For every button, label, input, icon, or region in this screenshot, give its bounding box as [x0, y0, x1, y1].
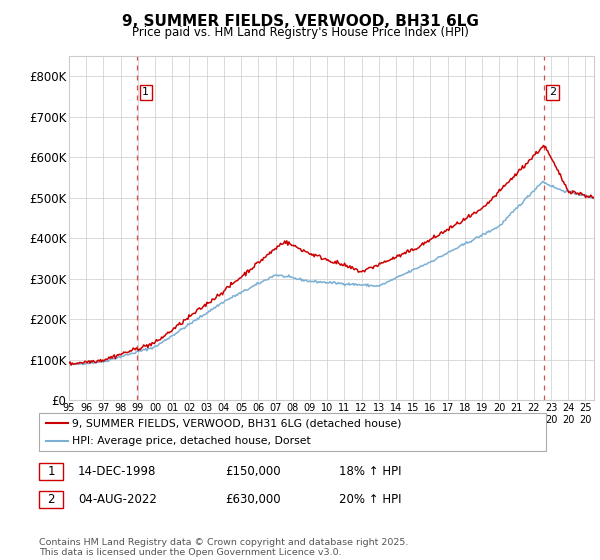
Text: 14-DEC-1998: 14-DEC-1998 [78, 465, 157, 478]
Text: 9, SUMMER FIELDS, VERWOOD, BH31 6LG: 9, SUMMER FIELDS, VERWOOD, BH31 6LG [122, 14, 478, 29]
Text: 2: 2 [549, 87, 556, 97]
Text: 9, SUMMER FIELDS, VERWOOD, BH31 6LG (detached house): 9, SUMMER FIELDS, VERWOOD, BH31 6LG (det… [72, 418, 401, 428]
Text: 2: 2 [47, 493, 55, 506]
Text: 1: 1 [47, 465, 55, 478]
Text: HPI: Average price, detached house, Dorset: HPI: Average price, detached house, Dors… [72, 436, 311, 446]
Text: Price paid vs. HM Land Registry's House Price Index (HPI): Price paid vs. HM Land Registry's House … [131, 26, 469, 39]
Text: 20% ↑ HPI: 20% ↑ HPI [339, 493, 401, 506]
Text: Contains HM Land Registry data © Crown copyright and database right 2025.
This d: Contains HM Land Registry data © Crown c… [39, 538, 409, 557]
Text: £630,000: £630,000 [225, 493, 281, 506]
Text: £150,000: £150,000 [225, 465, 281, 478]
Text: 1: 1 [142, 87, 149, 97]
Text: 04-AUG-2022: 04-AUG-2022 [78, 493, 157, 506]
Text: 18% ↑ HPI: 18% ↑ HPI [339, 465, 401, 478]
